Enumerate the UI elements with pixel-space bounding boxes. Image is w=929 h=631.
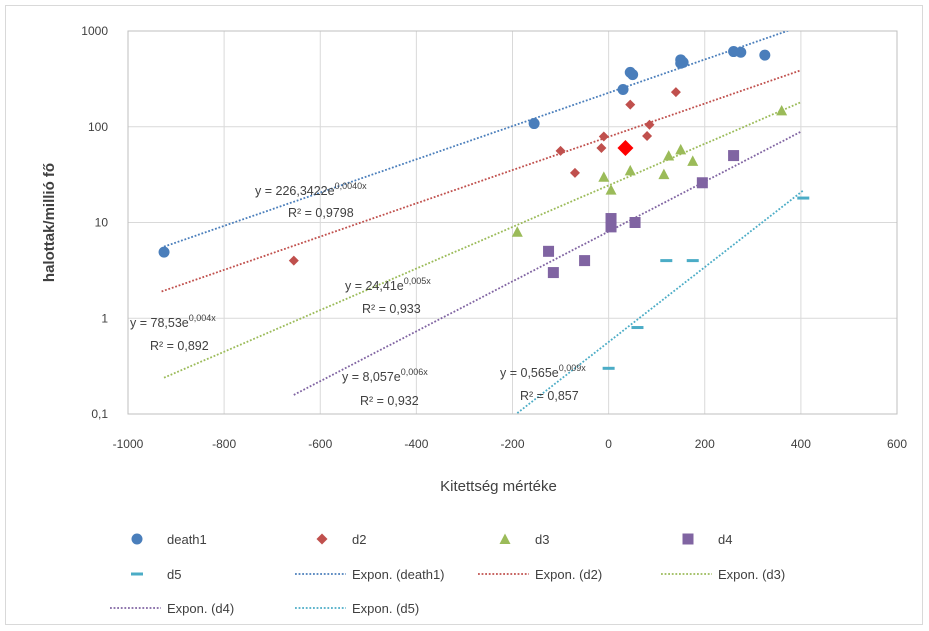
legend-d5-marker <box>131 572 143 576</box>
trendline-equations: y = 226,3422e0,0040x R² = 0,9798 y = 78,53… <box>130 181 586 408</box>
point-d4 <box>605 221 617 233</box>
r2-d4: R² = 0,932 <box>360 394 419 408</box>
equation-death1: y = 226,3422e0,0040x <box>255 181 367 198</box>
legend-d4-marker <box>682 533 694 545</box>
plot-area-border <box>127 30 898 415</box>
legend-d5-label: d5 <box>167 567 181 582</box>
point-death1 <box>735 46 747 58</box>
equation-exponent: 0,006x <box>401 367 429 377</box>
point-d3 <box>598 171 610 182</box>
legend-trend-d5-label: Expon. (d5) <box>352 601 419 616</box>
point-d3 <box>605 184 617 195</box>
r2-d3: R² = 0,933 <box>362 302 421 316</box>
legend-death1-label: death1 <box>167 532 207 547</box>
y-axis-title: halottak/millió fő <box>41 163 58 282</box>
y-tick-label: 1 <box>101 311 108 325</box>
legend: death1 d2 d3 d4 d5 Expon. (death1) Expon. (d2)… <box>110 532 785 616</box>
r2-d2: R² = 0,892 <box>150 339 209 353</box>
y-tick-label: 0,1 <box>91 407 108 421</box>
equation-exponent: 0,004x <box>189 313 217 323</box>
point-d4 <box>543 245 555 257</box>
x-tick-label: 600 <box>887 437 907 451</box>
highlight-point <box>617 139 634 156</box>
legend-d3-label: d3 <box>535 532 549 547</box>
trendline-d2 <box>161 69 802 293</box>
legend-d2-label: d2 <box>352 532 366 547</box>
x-tick-label: -200 <box>500 437 524 451</box>
point-d2 <box>625 99 636 110</box>
legend-trend-d2-label: Expon. (d2) <box>535 567 602 582</box>
point-d3 <box>675 143 687 155</box>
grid <box>127 30 898 415</box>
point-d4 <box>696 177 708 189</box>
y-tick-label: 1000 <box>81 24 108 38</box>
legend-trend-death1-label: Expon. (death1) <box>352 567 445 582</box>
point-death1 <box>158 246 170 258</box>
point-d4 <box>547 267 559 279</box>
legend-death1-marker <box>131 533 143 545</box>
point-d4 <box>629 217 641 228</box>
point-d2 <box>670 87 681 98</box>
point-death1 <box>677 56 689 68</box>
r2-d5: R² = 0,857 <box>520 389 579 403</box>
trendline-death1 <box>163 31 790 248</box>
r2-death1: R² = 0,9798 <box>288 206 354 220</box>
legend-d2-marker <box>316 533 328 545</box>
point-d3 <box>511 226 523 237</box>
equation-exponent: 0,009x <box>559 363 587 373</box>
y-tick-label: 100 <box>88 120 108 134</box>
point-death1 <box>759 49 771 61</box>
trendlines <box>161 31 804 414</box>
equation-d3: y = 24,41e0,005x <box>345 276 431 293</box>
point-d5 <box>686 259 699 263</box>
x-tick-label: 0 <box>605 437 612 451</box>
point-d5 <box>797 196 810 200</box>
point-d5 <box>602 366 615 370</box>
point-d2 <box>569 167 580 178</box>
x-tick-label: 400 <box>791 437 811 451</box>
legend-d4-label: d4 <box>718 532 732 547</box>
equation-d5: y = 0,565e0,009x <box>500 363 586 380</box>
x-tick-label: -800 <box>212 437 236 451</box>
point-d3 <box>658 168 670 180</box>
point-d2 <box>598 131 609 142</box>
x-tick-label: -1000 <box>113 437 144 451</box>
legend-trend-d4-label: Expon. (d4) <box>167 601 234 616</box>
y-tick-label: 10 <box>95 216 109 230</box>
data-points <box>158 46 810 370</box>
equation-d4: y = 8,057e0,006x <box>342 367 428 384</box>
point-death1 <box>627 69 639 81</box>
point-d5 <box>631 326 644 330</box>
axes: -1000 -800 -600 -400 -200 0 200 400 600 0,1 1 10 100… <box>41 24 907 495</box>
equation-exponent: 0,005x <box>404 276 432 286</box>
x-tick-label: -600 <box>308 437 332 451</box>
point-d3 <box>663 150 675 161</box>
trendline-d5 <box>516 189 804 414</box>
point-d2 <box>644 119 655 130</box>
point-d3 <box>776 104 788 116</box>
legend-d3-marker <box>499 533 511 544</box>
point-d4 <box>579 255 591 267</box>
point-d4 <box>728 150 740 162</box>
point-d3 <box>687 155 699 166</box>
equation-exponent: 0,0040x <box>335 181 368 191</box>
point-d3 <box>624 164 636 176</box>
point-d2 <box>555 145 566 156</box>
point-d2 <box>596 142 607 153</box>
legend-trend-d3-label: Expon. (d3) <box>718 567 785 582</box>
point-d4 <box>605 213 617 225</box>
point-d5 <box>660 259 673 263</box>
point-death1 <box>617 83 629 95</box>
point-d2 <box>642 131 653 142</box>
point-d2 <box>288 255 299 266</box>
trendline-d4 <box>293 130 802 396</box>
x-tick-label: 200 <box>695 437 715 451</box>
equation-d2: y = 78,53e0,004x <box>130 313 216 330</box>
point-death1 <box>528 118 540 130</box>
x-axis-title: Kitettség mértéke <box>440 478 557 495</box>
x-tick-label: -400 <box>404 437 428 451</box>
trendline-d3 <box>163 101 802 379</box>
chart-frame <box>5 5 923 625</box>
